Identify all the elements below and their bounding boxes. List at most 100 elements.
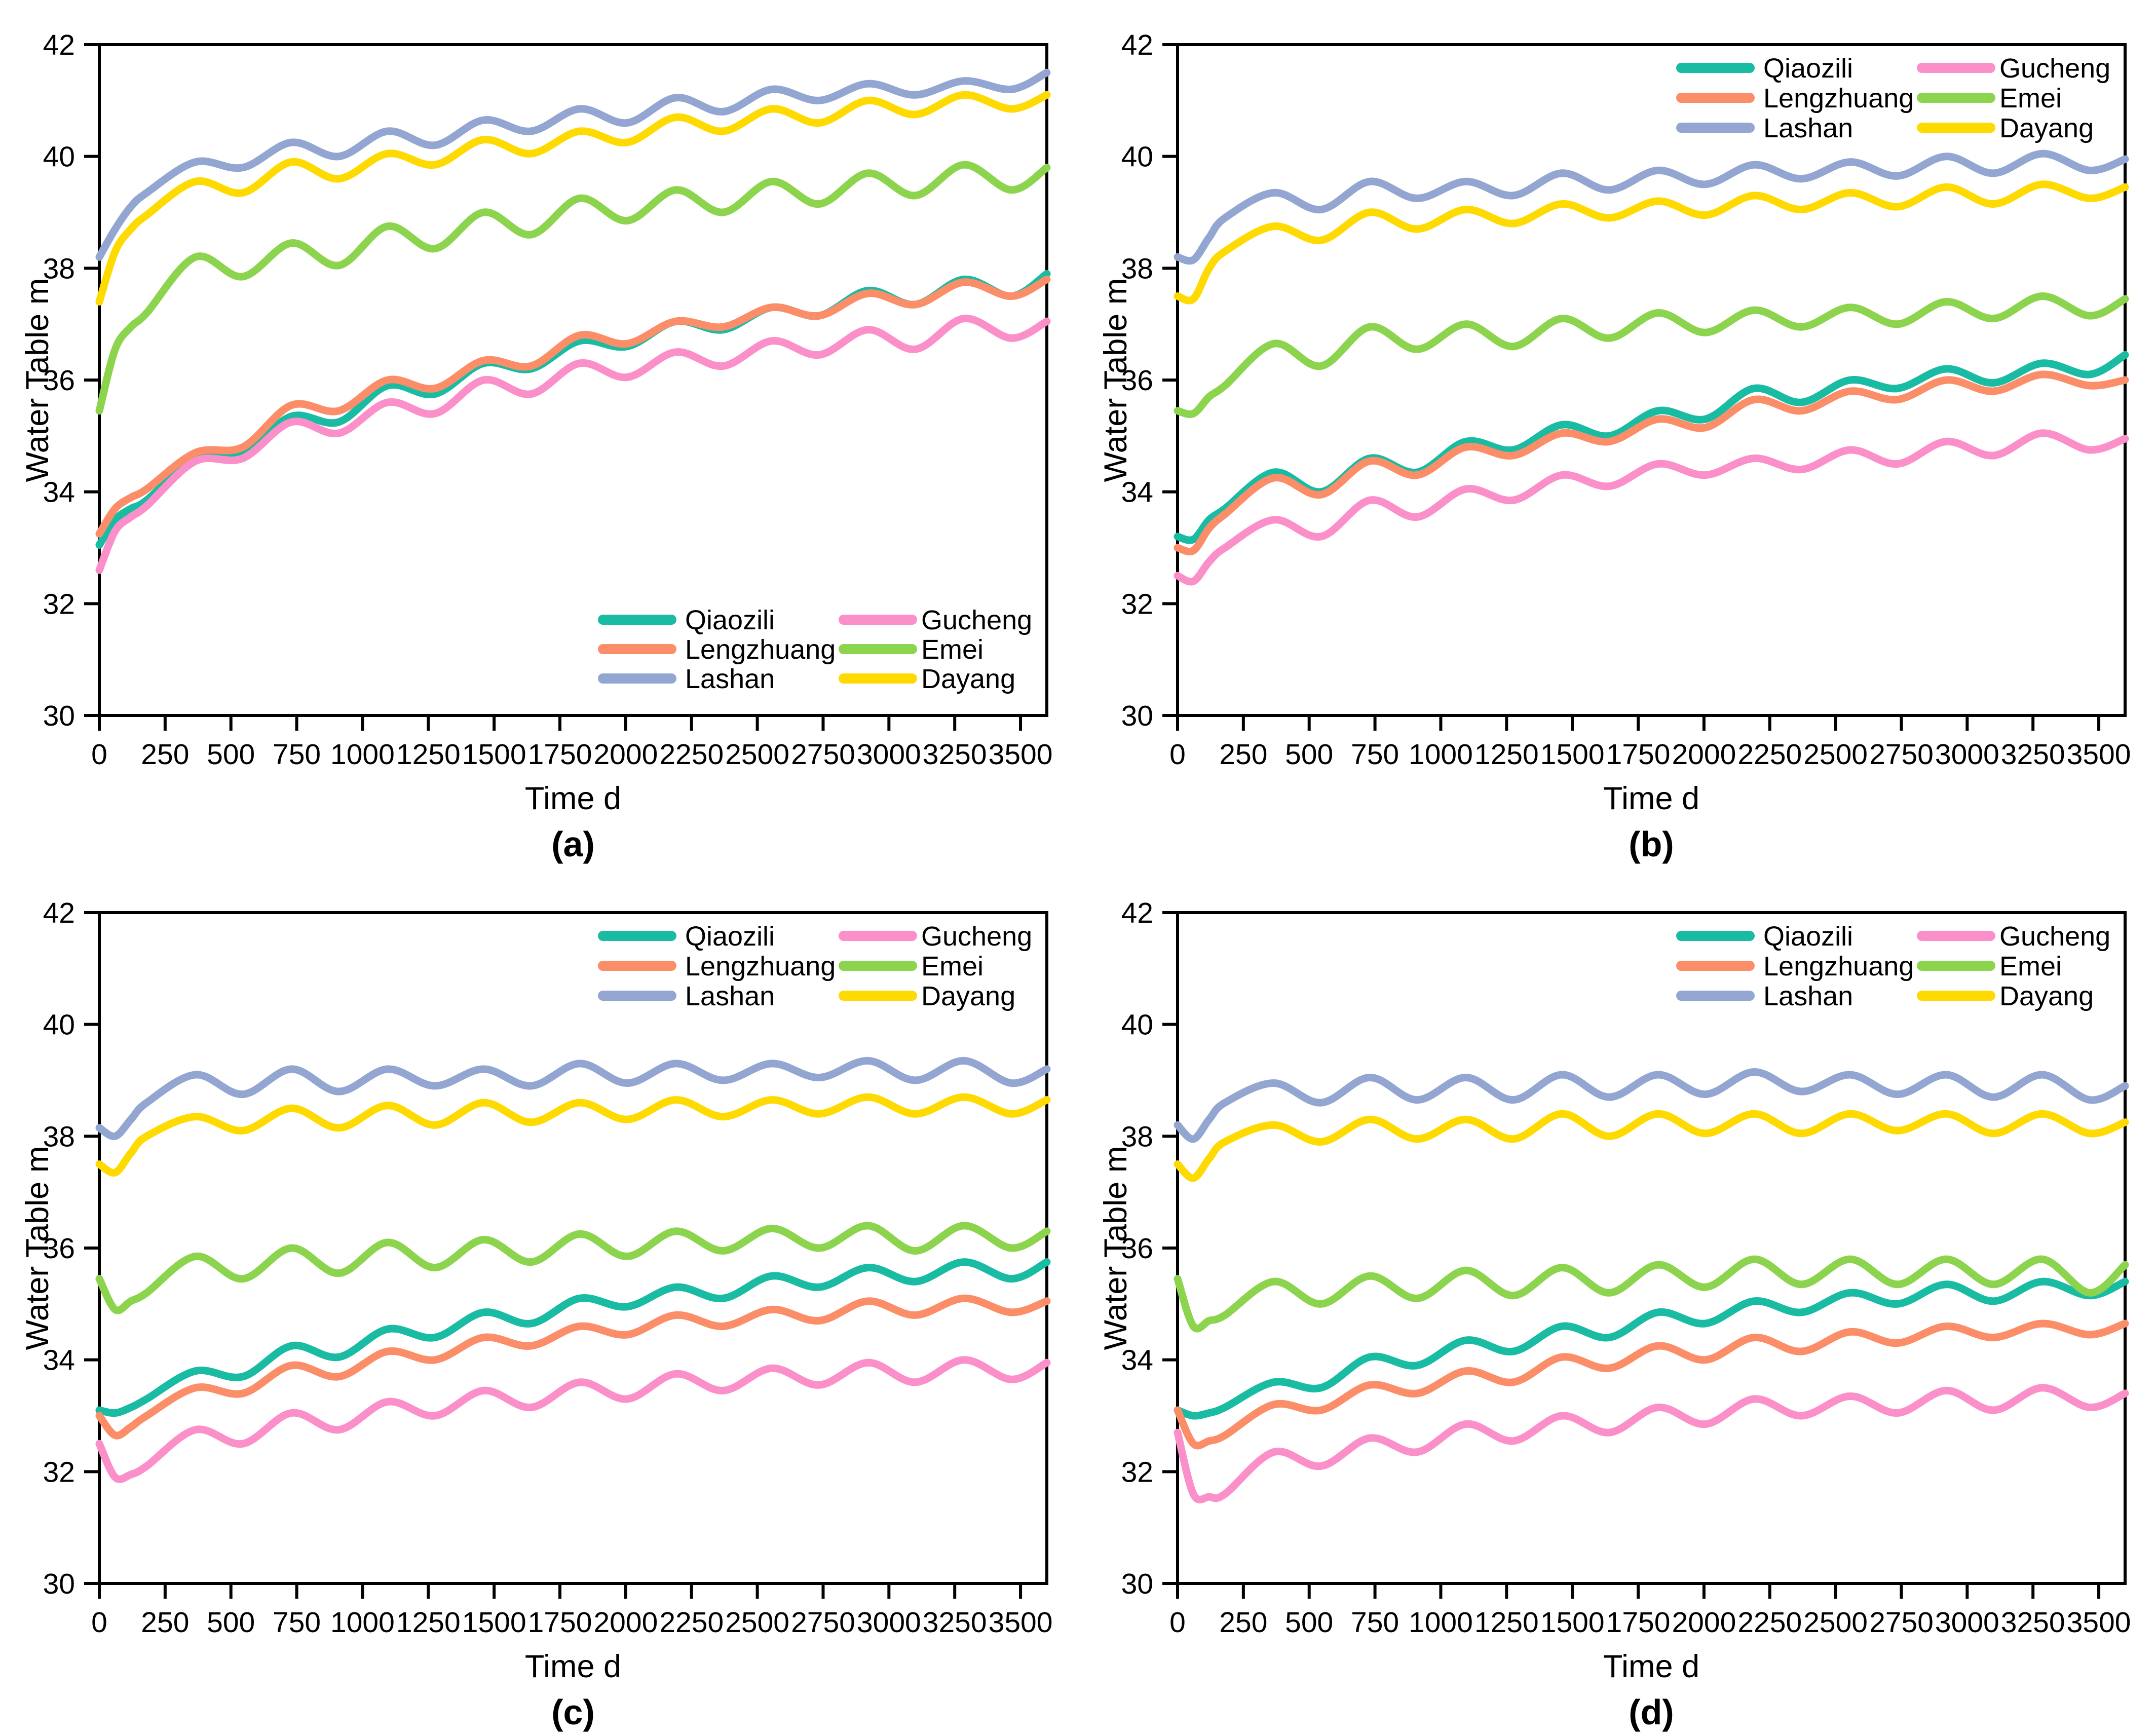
x-tick-label: 500 [1285, 738, 1333, 771]
series-line-lengzhuang [1174, 370, 2129, 555]
x-tick-label: 2000 [1672, 1606, 1736, 1639]
x-tick-label: 500 [207, 738, 255, 771]
y-tick-label: 40 [1121, 141, 1153, 173]
x-tick-label: 3000 [857, 738, 921, 771]
legend-label-gucheng: Gucheng [921, 921, 1032, 952]
series-line-emei [95, 161, 1051, 415]
y-tick-label: 42 [1121, 29, 1153, 61]
series-line-lashan [95, 1056, 1051, 1140]
series-line-gucheng [1174, 429, 2129, 586]
legend-label-emei: Emei [1999, 951, 2062, 982]
series-lines [95, 1056, 1051, 1483]
x-tick-label: 2000 [593, 1606, 658, 1639]
x-tick-label: 1000 [330, 1606, 395, 1639]
y-tick-label: 42 [43, 897, 75, 929]
legend-label-emei: Emei [1999, 83, 2062, 114]
x-tick-label: 3500 [2066, 1606, 2131, 1639]
x-tick-label: 0 [1169, 738, 1186, 771]
legend-label-dayang: Dayang [921, 981, 1015, 1011]
chart-panel-b: 0 250 500 750 1000 1250 1500 1750 2000 2250 2500 27… [1078, 0, 2156, 868]
legend-label-gucheng: Gucheng [1999, 921, 2110, 952]
y-tick-label: 36 [1121, 364, 1153, 397]
x-tick-label: 2250 [1737, 1606, 1802, 1639]
legend-label-lengzhuang: Lengzhuang [685, 634, 836, 665]
axes: 0 250 500 750 1000 1250 1500 1750 2000 2250 2500 27… [43, 897, 1053, 1639]
x-tick-label: 250 [1219, 738, 1267, 771]
chart-panel-d: 0 250 500 750 1000 1250 1500 1750 2000 2250 2500 27… [1078, 868, 2156, 1736]
series-line-lengzhuang [95, 1294, 1051, 1440]
x-tick-label: 1500 [462, 738, 526, 771]
y-tick-label: 40 [1121, 1009, 1153, 1041]
axes: 0 250 500 750 1000 1250 1500 1750 2000 2250 2500 27… [1121, 29, 2131, 771]
legend-label-dayang: Dayang [1999, 113, 2094, 143]
x-tick-label: 2750 [791, 738, 855, 771]
x-tick-label: 3250 [2000, 1606, 2065, 1639]
x-tick-label: 1500 [1540, 738, 1604, 771]
x-tick-label: 0 [91, 738, 107, 771]
legend-label-emei: Emei [921, 951, 984, 982]
y-tick-label: 32 [1121, 1456, 1153, 1488]
panel-label-b: (b) [1629, 824, 1674, 864]
panel-label-c: (c) [551, 1692, 595, 1732]
line-chart-c: 0 250 500 750 1000 1250 1500 1750 2000 2250 2500 27… [20, 897, 1053, 1732]
x-tick-label: 1750 [1606, 738, 1670, 771]
series-line-qiaozili [1174, 1277, 2129, 1420]
x-axis-title: Time d [1603, 781, 1699, 816]
x-tick-label: 3000 [1935, 738, 1999, 771]
x-tick-label: 1000 [330, 738, 395, 771]
legend-label-lashan: Lashan [685, 664, 775, 694]
y-tick-label: 40 [43, 141, 75, 173]
x-tick-label: 3500 [2066, 738, 2131, 771]
y-tick-label: 42 [43, 29, 75, 61]
series-line-gucheng [1174, 1384, 2129, 1503]
x-tick-label: 1000 [1409, 1606, 1473, 1639]
x-tick-label: 1250 [1474, 1606, 1538, 1639]
legend-label-dayang: Dayang [921, 664, 1015, 694]
x-axis-title: Time d [525, 1649, 621, 1684]
y-tick-label: 42 [1121, 897, 1153, 929]
x-tick-label: 2000 [1672, 738, 1736, 771]
y-tick-label: 32 [1121, 588, 1153, 620]
x-tick-label: 3500 [989, 1606, 1053, 1639]
y-tick-label: 38 [43, 1120, 75, 1153]
y-tick-label: 32 [43, 1456, 75, 1488]
axes: 0 250 500 750 1000 1250 1500 1750 2000 2250 2500 27… [43, 29, 1053, 771]
x-tick-label: 1750 [528, 1606, 592, 1639]
line-chart-a: 0 250 500 750 1000 1250 1500 1750 2000 2250 2500 27… [20, 29, 1053, 864]
x-tick-label: 250 [141, 1606, 189, 1639]
y-tick-label: 30 [43, 1568, 75, 1600]
legend-label-qiaozili: Qiaozili [1763, 53, 1853, 84]
series-line-dayang [1174, 180, 2129, 305]
x-tick-label: 3250 [2000, 738, 2065, 771]
x-tick-label: 2500 [725, 738, 789, 771]
y-axis-title: Water Table m [20, 1146, 55, 1350]
y-tick-label: 36 [1121, 1232, 1153, 1265]
y-tick-label: 34 [1121, 476, 1153, 509]
x-tick-label: 2750 [1869, 1606, 1934, 1639]
x-tick-label: 2500 [1803, 1606, 1868, 1639]
x-tick-label: 250 [141, 738, 189, 771]
y-tick-label: 30 [1121, 700, 1153, 732]
panel-label-d: (d) [1629, 1692, 1674, 1732]
series-line-dayang [95, 91, 1051, 306]
series-line-emei [95, 1222, 1051, 1314]
chart-panel-c: 0 250 500 750 1000 1250 1500 1750 2000 2250 2500 27… [0, 868, 1078, 1736]
chart-panel-a: 0 250 500 750 1000 1250 1500 1750 2000 2250 2500 27… [0, 0, 1078, 868]
x-tick-label: 1250 [1474, 738, 1538, 771]
plot-frame [1176, 911, 2127, 1585]
x-axis-title: Time d [525, 781, 621, 816]
x-tick-label: 2250 [659, 738, 724, 771]
line-chart-d: 0 250 500 750 1000 1250 1500 1750 2000 2250 2500 27… [1098, 897, 2131, 1732]
legend-label-lengzhuang: Lengzhuang [685, 951, 836, 982]
series-line-lashan [1174, 1068, 2129, 1143]
series-line-emei [1174, 1255, 2129, 1333]
x-tick-label: 750 [273, 1606, 321, 1639]
series-line-dayang [95, 1093, 1051, 1177]
x-tick-label: 2500 [1803, 738, 1868, 771]
y-tick-label: 38 [1121, 252, 1153, 285]
legend-label-lengzhuang: Lengzhuang [1763, 83, 1914, 114]
